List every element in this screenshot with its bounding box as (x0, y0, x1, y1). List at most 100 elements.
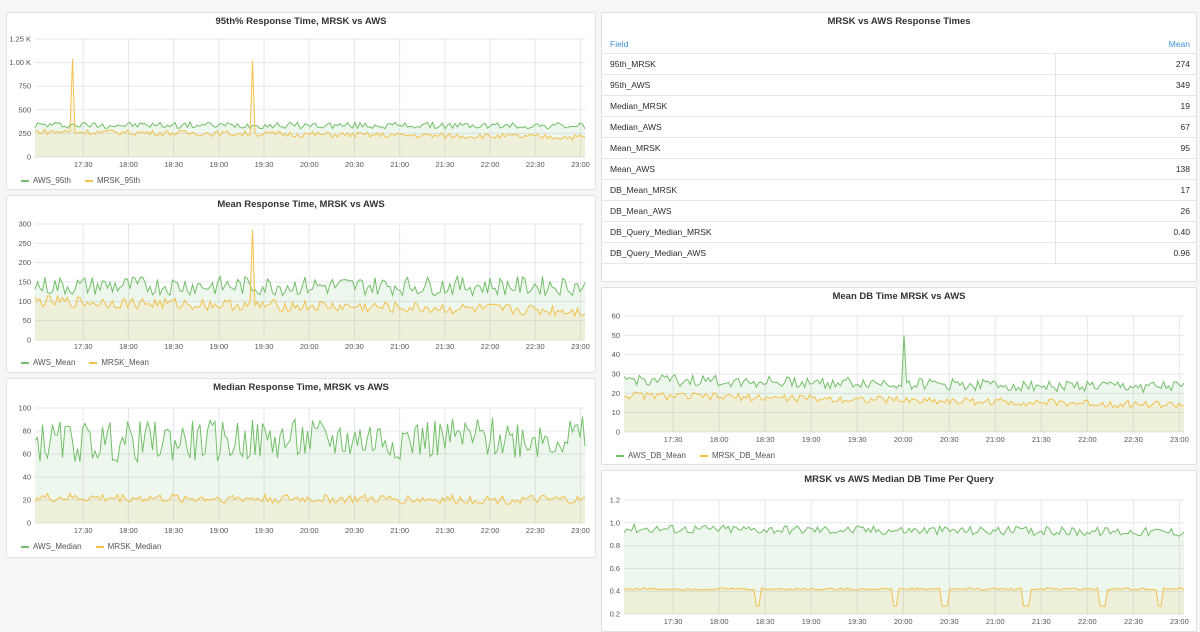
legend-aws-mean[interactable]: AWS_Mean (21, 358, 75, 367)
x-tick-label: 17:30 (664, 435, 683, 444)
field-cell: DB_Query_Median_MRSK (602, 221, 1056, 243)
x-tick-label: 20:30 (345, 160, 364, 169)
series-area-aws_db_query_median (624, 524, 1184, 614)
response-times-table: Field Mean 95th_MRSK 274 95th_AWS 349 Median… (602, 35, 1196, 264)
x-tick-label: 20:30 (345, 342, 364, 351)
x-tick-label: 22:00 (1078, 617, 1097, 626)
series-area-aws_db_mean (624, 335, 1184, 432)
y-tick-label: 0 (27, 336, 31, 345)
x-tick-label: 20:30 (940, 617, 959, 626)
mean-cell: 349 (1054, 74, 1196, 96)
legend-mrsk-median[interactable]: MRSK_Median (95, 542, 161, 551)
x-tick-label: 19:00 (802, 617, 821, 626)
x-tick-label: 19:30 (848, 435, 867, 444)
y-tick-label: 10 (612, 408, 620, 417)
legend-mrsk-db-mean[interactable]: MRSK_DB_Mean (699, 451, 775, 460)
field-cell: DB_Query_Median_AWS (602, 242, 1056, 264)
mean-cell: 17 (1054, 179, 1196, 201)
y-tick-label: 40 (612, 350, 620, 359)
series-line-mrsk_mean (34, 229, 586, 318)
x-tick-label: 19:00 (209, 160, 228, 169)
x-tick-label: 21:00 (390, 526, 409, 535)
y-tick-label: 0.6 (610, 564, 620, 573)
mean-cell: 274 (1054, 53, 1196, 75)
field-cell: DB_Mean_AWS (602, 200, 1056, 222)
series-line-mrsk_db_query_median (623, 587, 1185, 607)
x-tick-label: 21:00 (390, 160, 409, 169)
field-cell: 95th_MRSK (602, 53, 1056, 75)
x-tick-label: 19:00 (209, 342, 228, 351)
y-tick-label: 50 (23, 316, 31, 325)
x-tick-label: 20:00 (300, 160, 319, 169)
series-area-mrsk_mean (35, 229, 585, 340)
column-header-mean[interactable]: Mean (1055, 35, 1196, 54)
series-area-mrsk_median (35, 493, 585, 523)
mean-cell: 19 (1054, 95, 1196, 117)
x-tick-label: 20:00 (894, 435, 913, 444)
y-tick-label: 500 (18, 105, 31, 114)
x-tick-label: 23:00 (1170, 435, 1189, 444)
legend-aws-95th[interactable]: AWS_95th (21, 176, 71, 185)
y-tick-label: 1.0 (610, 518, 620, 527)
x-tick-label: 18:30 (164, 342, 183, 351)
legend-mrsk-95th[interactable]: MRSK_95th (84, 176, 140, 185)
panel-mean-response-time: Mean Response Time, MRSK vs AWS 0 50 100 15… (6, 195, 596, 373)
legend-aws-median[interactable]: AWS_Median (21, 542, 82, 551)
x-tick-label: 21:30 (1032, 617, 1051, 626)
field-cell: Mean_AWS (602, 158, 1056, 180)
x-tick-label: 17:30 (74, 526, 93, 535)
series-area-aws_mean (35, 276, 585, 340)
column-header-field[interactable]: Field (602, 35, 1056, 54)
table-row: DB_Query_Median_MRSK 0.40 (602, 221, 1196, 243)
mean-cell: 138 (1054, 158, 1196, 180)
db-mean-graph: 0 10 20 30 40 50 60 17:30 18:00 18:30 19:00 19:30 20… (612, 312, 1189, 445)
y-tick-label: 0.4 (610, 587, 620, 596)
legend-aws-db-mean[interactable]: AWS_DB_Mean (616, 451, 686, 460)
panel-p95-response-time: 95th% Response Time, MRSK vs AWS 0 250 500… (6, 12, 596, 190)
x-tick-label: 18:00 (119, 526, 138, 535)
x-tick-label: 18:30 (756, 617, 775, 626)
table-row: Median_MRSK 19 (602, 95, 1196, 117)
series-line-aws_db_mean (623, 335, 1185, 394)
panel-title[interactable]: MRSK vs AWS Median DB Time Per Query (804, 474, 994, 485)
x-tick-label: 20:00 (300, 342, 319, 351)
y-tick-label: 100 (18, 404, 31, 413)
series-line-aws_mean (34, 274, 586, 298)
x-tick-label: 19:00 (209, 526, 228, 535)
mean-cell: 67 (1054, 116, 1196, 138)
x-tick-label: 21:00 (986, 617, 1005, 626)
legend-mrsk-mean[interactable]: MRSK_Mean (89, 358, 149, 367)
series-line-aws_median (34, 416, 586, 464)
mean-graph: 0 50 100 150 200 250 300 17:30 18:00 18:30 19:00 19… (18, 220, 590, 352)
x-tick-label: 21:30 (435, 160, 454, 169)
x-tick-label: 21:00 (986, 435, 1005, 444)
x-tick-label: 22:00 (1078, 435, 1097, 444)
x-tick-label: 18:30 (164, 526, 183, 535)
db-mean-legend: AWS_DB_Mean MRSK_DB_Mean (616, 451, 775, 460)
x-tick-label: 23:00 (571, 526, 590, 535)
x-tick-label: 20:00 (300, 526, 319, 535)
y-tick-label: 40 (23, 473, 31, 482)
y-tick-label: 100 (18, 297, 31, 306)
mean-cell: 0.96 (1054, 242, 1196, 264)
p95-graph: 0 250 500 750 1.00 K 1.25 K 17:30 18:00 18:30 19:… (9, 35, 590, 170)
y-tick-label: 20 (23, 496, 31, 505)
panel-title[interactable]: Mean DB Time MRSK vs AWS (832, 291, 966, 302)
panel-title[interactable]: MRSK vs AWS Response Times (827, 16, 971, 27)
series-line-aws_db_query_median (623, 523, 1185, 537)
series-area-aws_95th (35, 122, 585, 157)
panel-median-db-time-per-query: MRSK vs AWS Median DB Time Per Query 0.2… (601, 470, 1197, 632)
series-area-mrsk_db_query_median (624, 587, 1184, 614)
series-line-aws_95th (34, 120, 586, 130)
x-tick-label: 22:00 (481, 342, 500, 351)
panel-title[interactable]: 95th% Response Time, MRSK vs AWS (215, 16, 387, 27)
panel-title[interactable]: Mean Response Time, MRSK vs AWS (217, 199, 385, 210)
x-tick-label: 23:00 (571, 342, 590, 351)
field-cell: DB_Mean_MRSK (602, 179, 1056, 201)
panel-title[interactable]: Median Response Time, MRSK vs AWS (213, 382, 389, 393)
y-tick-label: 1.25 K (9, 35, 31, 44)
x-tick-label: 22:30 (526, 342, 545, 351)
field-cell: Mean_MRSK (602, 137, 1056, 159)
y-tick-label: 0 (27, 519, 31, 528)
mean-legend: AWS_Mean MRSK_Mean (21, 358, 149, 367)
